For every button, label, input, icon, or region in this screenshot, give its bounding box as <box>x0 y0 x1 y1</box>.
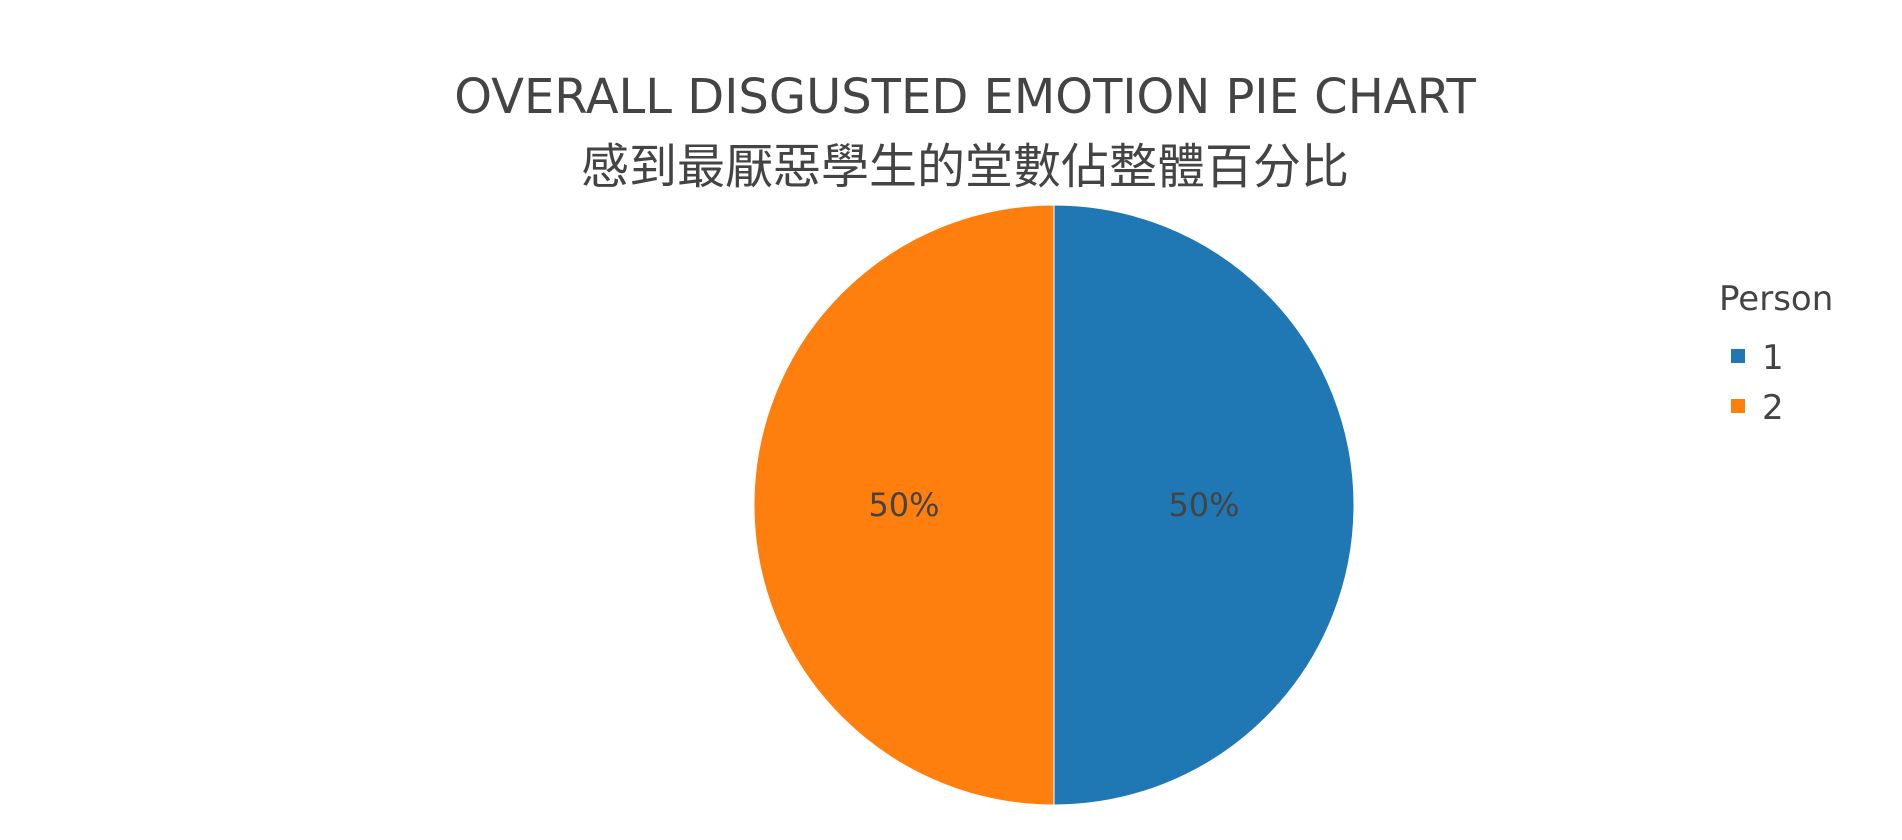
legend: Person 1 2 <box>1719 279 1833 428</box>
pie-slices <box>753 204 1355 806</box>
slice-label-1: 50% <box>1168 486 1239 524</box>
legend-label-2: 2 <box>1762 388 1784 428</box>
pie-slice-1 <box>1053 204 1355 806</box>
slice-label-2: 50% <box>868 486 939 524</box>
chart-subtitle: 感到最厭惡學生的堂數佔整體百分比 <box>581 139 1349 195</box>
pie-slice-2 <box>753 204 1055 806</box>
pie-slice-labels: 50% 50% <box>868 486 1239 524</box>
legend-label-1: 1 <box>1762 338 1784 378</box>
legend-swatch-1 <box>1731 349 1745 363</box>
legend-swatch-2 <box>1731 399 1745 413</box>
legend-title: Person <box>1719 279 1833 319</box>
chart-title: OVERALL DISGUSTED EMOTION PIE CHART <box>454 69 1476 125</box>
